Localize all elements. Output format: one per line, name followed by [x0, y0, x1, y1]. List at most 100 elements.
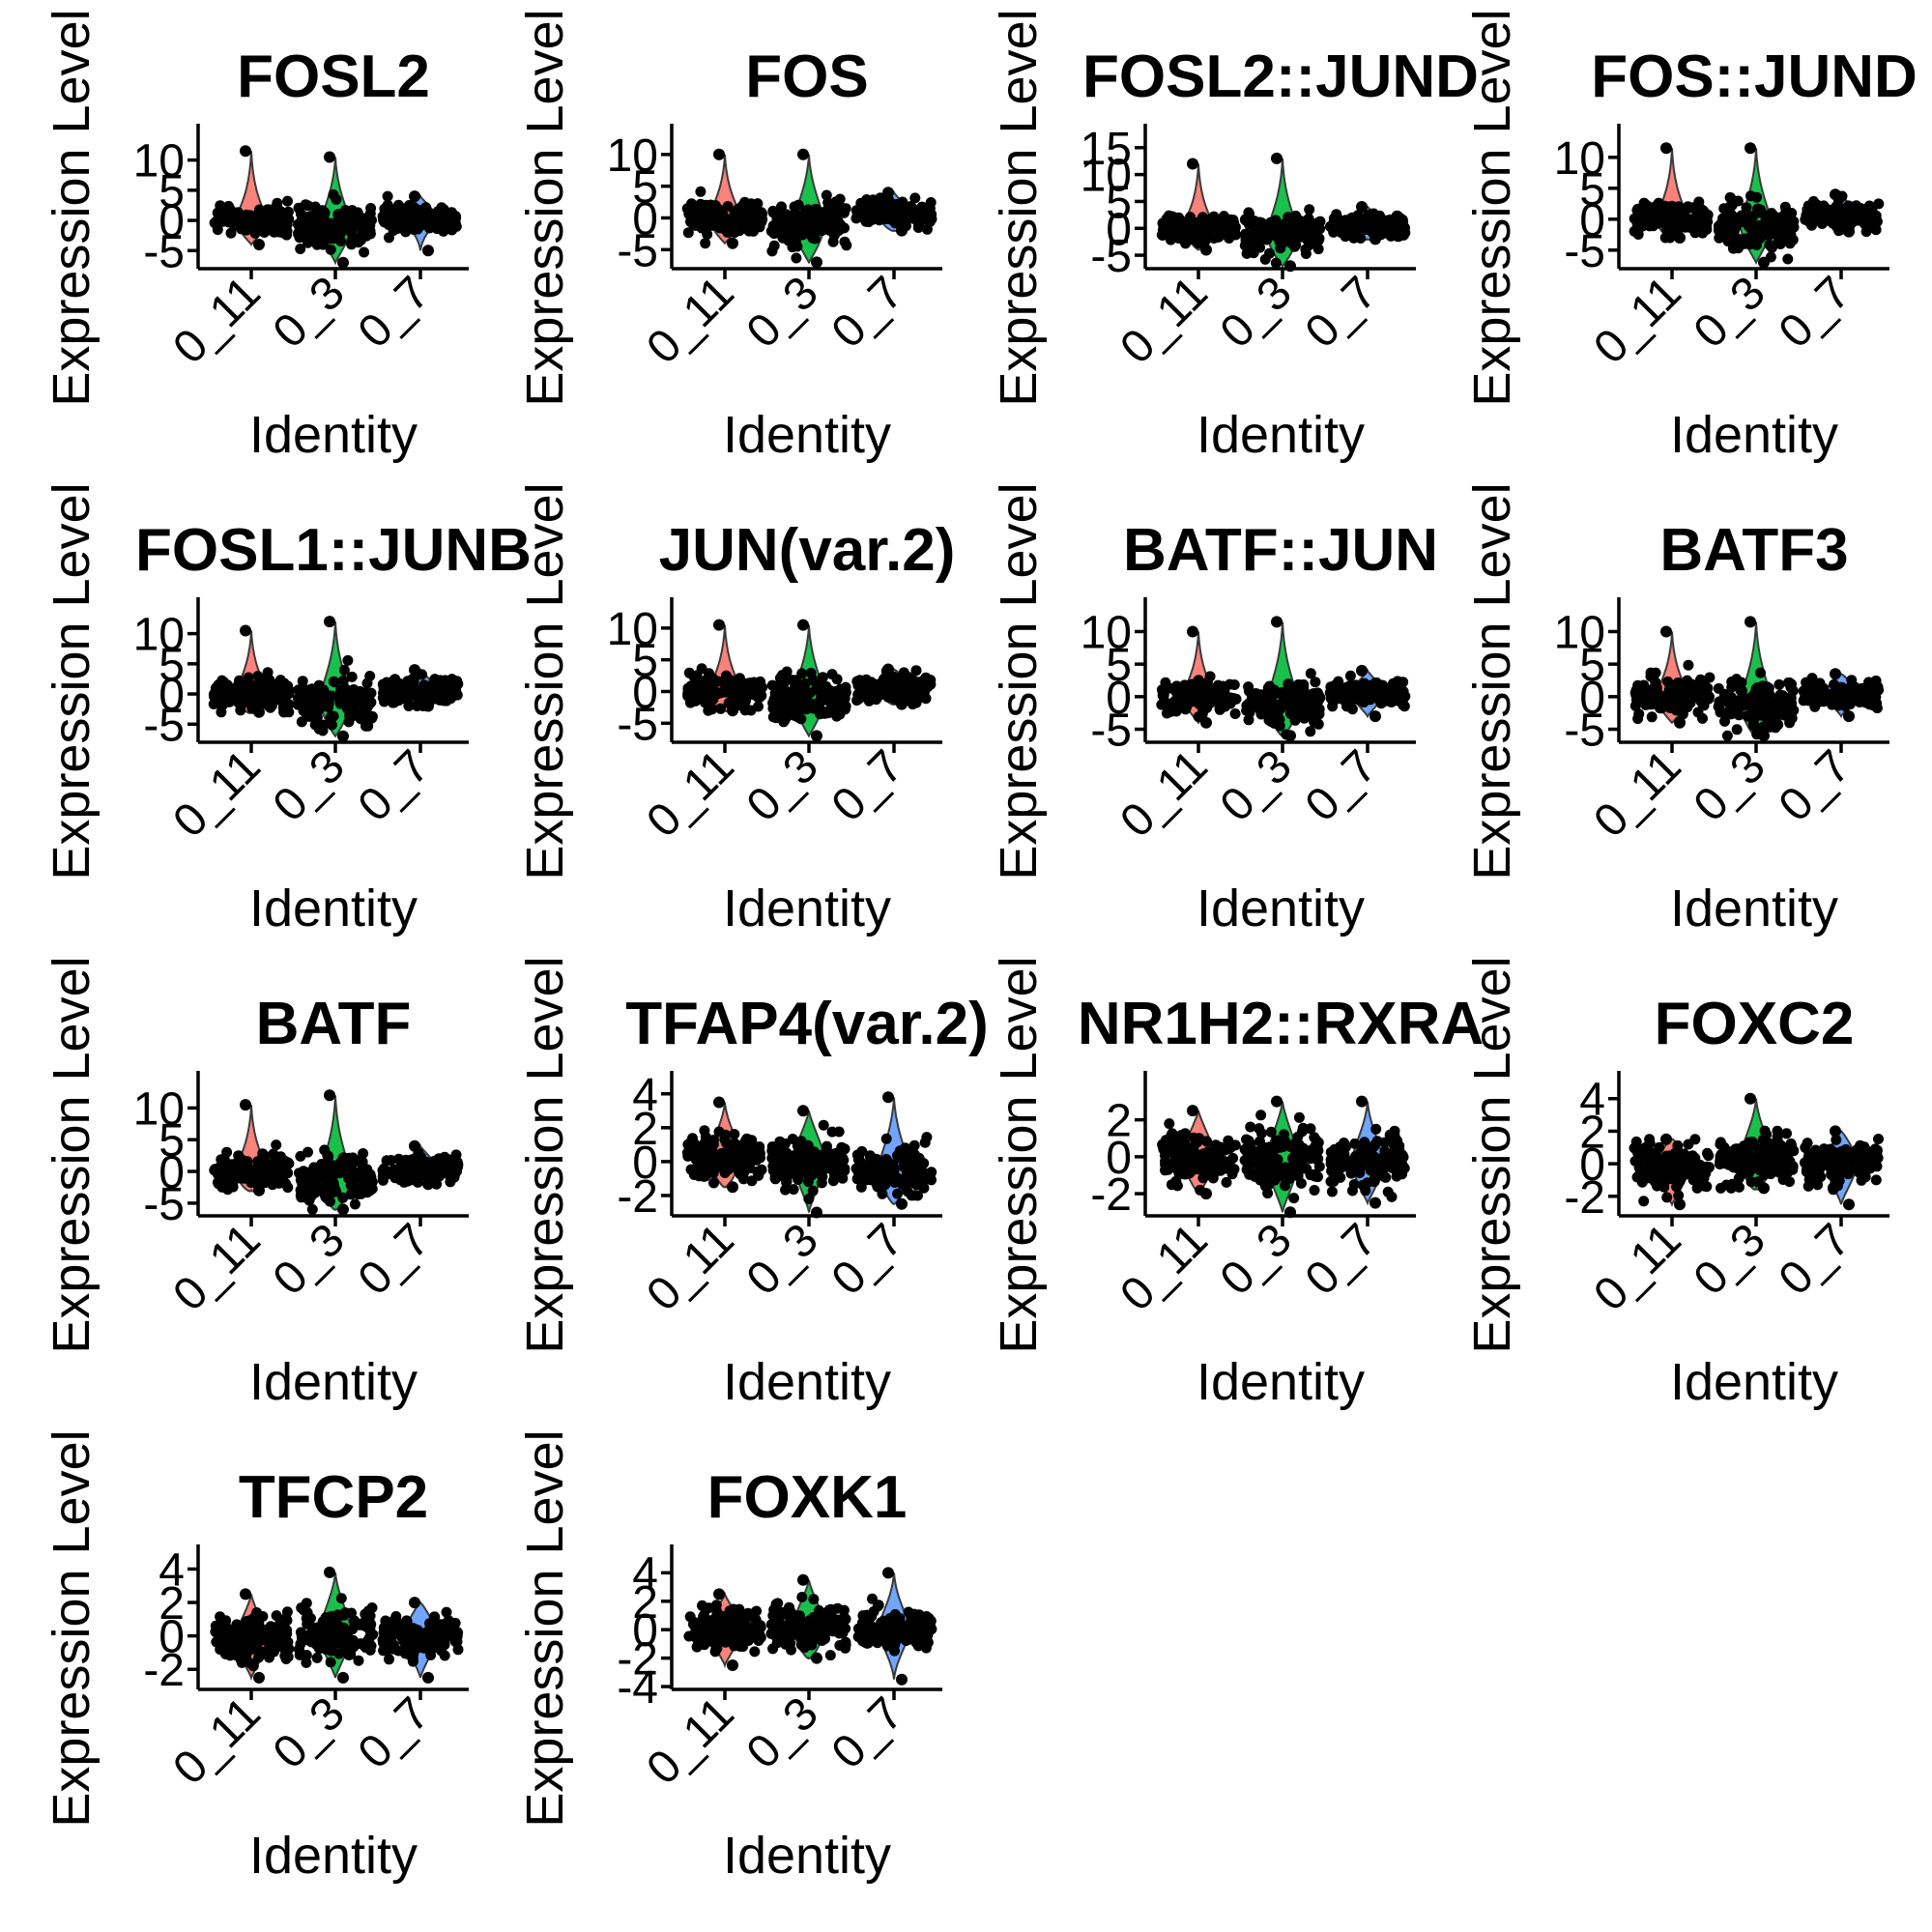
data-point: [1306, 701, 1316, 712]
data-point: [807, 1185, 819, 1197]
data-point: [756, 214, 766, 225]
x-axis-label: Identity: [249, 1353, 418, 1411]
data-point: [789, 201, 800, 213]
data-point: [283, 1158, 295, 1169]
data-point: [729, 206, 740, 217]
data-point-min: [253, 706, 265, 718]
x-axis-label: Identity: [1670, 1353, 1838, 1411]
data-point: [359, 221, 370, 233]
data-point: [698, 1144, 709, 1156]
panel-title: FOSL2: [237, 43, 430, 110]
data-point: [302, 684, 313, 696]
data-point: [409, 202, 420, 214]
data-point: [353, 686, 364, 698]
y-tick-label: 0: [632, 667, 658, 718]
data-point: [1275, 704, 1286, 714]
data-point: [1348, 1179, 1360, 1190]
data-point: [344, 703, 356, 714]
data-point: [1199, 231, 1211, 243]
x-tick-label: 0_3: [737, 267, 828, 358]
data-point: [1227, 1152, 1239, 1164]
data-point-max: [1271, 152, 1283, 164]
data-point: [810, 218, 822, 230]
data-point-max: [409, 1139, 420, 1152]
data-point: [282, 206, 294, 217]
data-point: [1290, 239, 1302, 250]
data-point: [800, 1168, 812, 1179]
data-point: [1715, 705, 1726, 716]
data-point: [1753, 219, 1765, 231]
data-point: [1638, 1196, 1650, 1207]
data-point: [1200, 1168, 1212, 1179]
data-point: [208, 688, 219, 700]
y-axis-label: Expression Level: [516, 9, 574, 406]
data-point: [1219, 1156, 1230, 1168]
data-point: [748, 225, 759, 237]
data-point: [1773, 236, 1784, 247]
data-point: [364, 1168, 376, 1180]
data-point: [393, 679, 405, 691]
data-point: [1254, 1136, 1265, 1147]
data-point-max: [1271, 616, 1283, 628]
data-point-min: [1370, 1197, 1381, 1209]
data-point: [1695, 696, 1707, 707]
data-point: [223, 1179, 235, 1191]
data-point: [772, 706, 784, 717]
data-point: [407, 1158, 418, 1169]
data-point: [1161, 1139, 1172, 1150]
data-point: [1870, 224, 1882, 236]
data-point-min: [1843, 225, 1855, 238]
data-point: [685, 216, 696, 227]
data-point: [923, 213, 935, 224]
data-point-min: [422, 245, 434, 257]
data-point: [857, 199, 869, 211]
data-point-min: [1758, 256, 1770, 269]
data-point: [788, 1184, 799, 1196]
y-axis-label: Expression Level: [1463, 482, 1521, 879]
y-axis-label: Expression Level: [43, 956, 101, 1353]
data-point: [323, 218, 334, 230]
data-point-max: [797, 619, 809, 631]
data-point: [1670, 705, 1682, 716]
data-point: [1753, 1143, 1765, 1155]
data-point: [326, 690, 337, 702]
x-tick-label: 0_7: [349, 740, 440, 831]
data-point: [1389, 1130, 1400, 1141]
data-point: [865, 1160, 877, 1171]
y-tick-label: 5: [1106, 177, 1132, 228]
data-point: [1312, 718, 1324, 730]
data-point: [1346, 219, 1357, 231]
data-point: [228, 210, 240, 221]
x-tick-label: 0_7: [1296, 267, 1387, 358]
data-point: [1264, 1159, 1276, 1170]
x-tick-label: 0_3: [737, 1214, 828, 1305]
data-point: [1856, 1174, 1867, 1186]
data-point: [282, 1168, 294, 1179]
data-point: [1332, 1161, 1343, 1172]
data-point: [433, 1162, 445, 1173]
y-axis-label: Expression Level: [1463, 956, 1521, 1353]
data-point: [1391, 210, 1402, 221]
data-point: [704, 695, 715, 706]
data-point: [708, 1135, 719, 1145]
data-point: [1284, 694, 1296, 706]
data-point: [377, 678, 389, 690]
y-tick-label: -2: [1090, 1169, 1132, 1221]
data-point-min: [727, 1181, 738, 1194]
data-point: [1803, 695, 1815, 706]
data-point: [738, 216, 749, 228]
data-point: [1784, 717, 1796, 729]
data-point-max: [1187, 1105, 1198, 1117]
data-point: [1388, 1162, 1399, 1173]
data-point: [876, 677, 887, 688]
data-point: [1736, 677, 1747, 688]
data-point: [1339, 1138, 1349, 1148]
data-point: [722, 1151, 734, 1163]
y-tick-label: -5: [1090, 231, 1132, 282]
data-point: [1328, 216, 1340, 228]
data-point: [1812, 692, 1824, 704]
data-point: [264, 1163, 275, 1174]
data-point: [1755, 667, 1766, 678]
x-tick-label: 0_11: [1110, 1214, 1217, 1320]
